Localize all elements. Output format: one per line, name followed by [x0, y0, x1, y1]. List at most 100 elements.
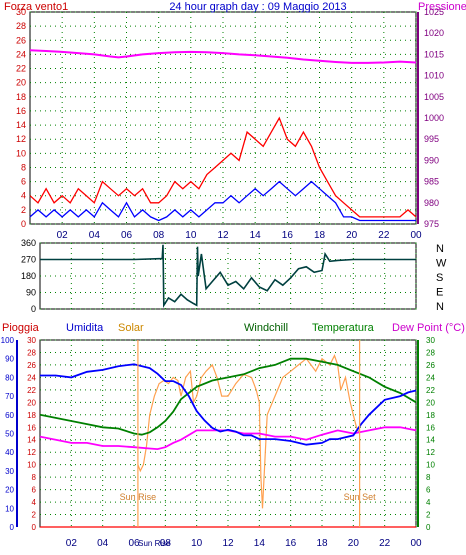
temp-left-tick-label: 16 — [27, 423, 36, 432]
x-tick-label: 06 — [128, 538, 140, 549]
wind-pressure-grid — [30, 11, 417, 225]
x-tick-label: 18 — [314, 230, 326, 241]
humidity-tick-label: 20 — [5, 486, 14, 495]
humidity-tick-label: 70 — [5, 392, 14, 401]
x-tick-label: 08 — [160, 538, 172, 549]
humidity-tick-label: 90 — [5, 355, 14, 364]
temp-right-tick-label: 30 — [426, 336, 435, 345]
humidity-tick-label: 60 — [5, 411, 14, 420]
wind-axis-title: Forza vento1 — [4, 1, 68, 13]
temp-left-tick-label: 4 — [32, 498, 37, 507]
graph-title: 24 hour graph day : 09 Maggio 2013 — [169, 1, 346, 13]
x-tick-label: 12 — [217, 230, 229, 241]
y-left-tick-label: 20 — [16, 78, 26, 88]
y-right-tick-label: 1000 — [424, 113, 444, 123]
y-left-tick-label: 12 — [16, 134, 26, 144]
direction-tick-label: 0 — [31, 304, 36, 314]
direction-tick-label: 90 — [26, 288, 36, 298]
x-tick-label: 02 — [57, 230, 69, 241]
wind-pressure-panel: Forza vento1 24 hour graph day : 09 Magg… — [4, 1, 466, 241]
x-tick-label: 06 — [121, 230, 133, 241]
temp-left-tick-label: 8 — [32, 473, 37, 482]
humidity-tick-label: 100 — [1, 336, 15, 345]
y-left-tick-label: 8 — [21, 162, 26, 172]
temp-right-tick-label: 22 — [426, 386, 435, 395]
temp-left-tick-label: 22 — [27, 386, 36, 395]
temp-left-tick-label: 26 — [27, 361, 36, 370]
temp-left-tick-label: 24 — [27, 373, 36, 382]
y-left-tick-label: 30 — [16, 7, 26, 17]
x-tick-label: 20 — [348, 538, 360, 549]
temp-right-tick-label: 20 — [426, 398, 435, 407]
humidity-tick-label: 50 — [5, 430, 14, 439]
temp-left-tick-label: 20 — [27, 398, 36, 407]
temperature-humidity-panel: Pioggia Umidita Solar Windchill Temperat… — [1, 322, 465, 549]
temp-left-tick-label: 6 — [32, 486, 37, 495]
legend-solar: Solar — [118, 322, 144, 334]
x-tick-label: 22 — [379, 538, 391, 549]
x-tick-label: Sun Rise — [138, 539, 171, 548]
y-left-tick-label: 24 — [16, 49, 26, 59]
legend-temperature: Temperatura — [312, 322, 375, 334]
wind_avg-series-line — [29, 180, 416, 222]
y-left-tick-label: 0 — [21, 219, 26, 229]
x-tick-label: 18 — [316, 538, 328, 549]
x-tick-label: 00 — [410, 230, 422, 241]
temp-left-tick-label: 14 — [27, 436, 36, 445]
x-tick-label: 04 — [97, 538, 109, 549]
temp-right-tick-label: 8 — [426, 473, 431, 482]
compass-label: S — [436, 272, 443, 284]
x-tick-label: 20 — [346, 230, 358, 241]
y-left-tick-label: 26 — [16, 35, 26, 45]
wind-direction-series — [40, 244, 416, 308]
x-tick-label: 10 — [185, 230, 197, 241]
temp-right-tick-label: 24 — [426, 373, 435, 382]
temp-left-tick-label: 28 — [27, 348, 36, 357]
temp-right-tick-label: 12 — [426, 448, 435, 457]
y-left-tick-label: 10 — [16, 148, 26, 158]
legend-dewpoint: Dew Point (°C) — [392, 322, 465, 334]
temp-left-tick-label: 12 — [27, 448, 36, 457]
y-left-tick-label: 14 — [16, 120, 26, 130]
humidity-series-line — [40, 363, 417, 446]
y-left-tick-label: 22 — [16, 64, 26, 74]
temperature-humidity-grid — [40, 339, 417, 528]
y-left-tick-label: 28 — [16, 21, 26, 31]
x-tick-label: 14 — [254, 538, 266, 549]
x-tick-label: 08 — [153, 230, 165, 241]
wind-direction-grid — [40, 242, 417, 310]
pressure-series-line — [29, 49, 417, 64]
dewpoint-series-line — [39, 426, 417, 451]
direction-tick-label: 360 — [21, 238, 36, 248]
temp-right-tick-label: 10 — [426, 461, 435, 470]
humidity-tick-label: 0 — [10, 523, 15, 532]
y-right-tick-label: 980 — [424, 198, 439, 208]
y-left-tick-label: 2 — [21, 205, 26, 215]
direction-tick-label: 180 — [21, 271, 36, 281]
temp-right-tick-label: 0 — [426, 523, 431, 532]
temp-right-tick-label: 4 — [426, 498, 431, 507]
y-right-tick-label: 995 — [424, 134, 439, 144]
y-left-tick-label: 4 — [21, 191, 26, 201]
y-right-tick-label: 1015 — [424, 49, 444, 59]
legend-rain: Pioggia — [2, 322, 40, 334]
x-tick-label: 22 — [378, 230, 390, 241]
humidity-tick-label: 80 — [5, 373, 14, 382]
temp-left-tick-label: 30 — [27, 336, 36, 345]
wind-pressure-series — [29, 49, 417, 222]
x-tick-label: 04 — [89, 230, 101, 241]
temp-left-tick-label: 2 — [32, 511, 37, 520]
humidity-tick-label: 10 — [5, 504, 14, 513]
sun-annotations: Sun Rise Sun Set — [120, 340, 376, 527]
pressure-axis-title: Pressione — [418, 1, 466, 13]
wind-direction-plot-area — [39, 242, 417, 310]
sun-marker-label: Sun Set — [344, 492, 377, 502]
x-tick-label: 14 — [250, 230, 262, 241]
temp-right-tick-label: 6 — [426, 486, 431, 495]
x-tick-label: 00 — [410, 538, 422, 549]
direction-series-line — [40, 244, 416, 308]
y-right-tick-label: 1025 — [424, 7, 444, 17]
temp-right-tick-label: 2 — [426, 511, 431, 520]
